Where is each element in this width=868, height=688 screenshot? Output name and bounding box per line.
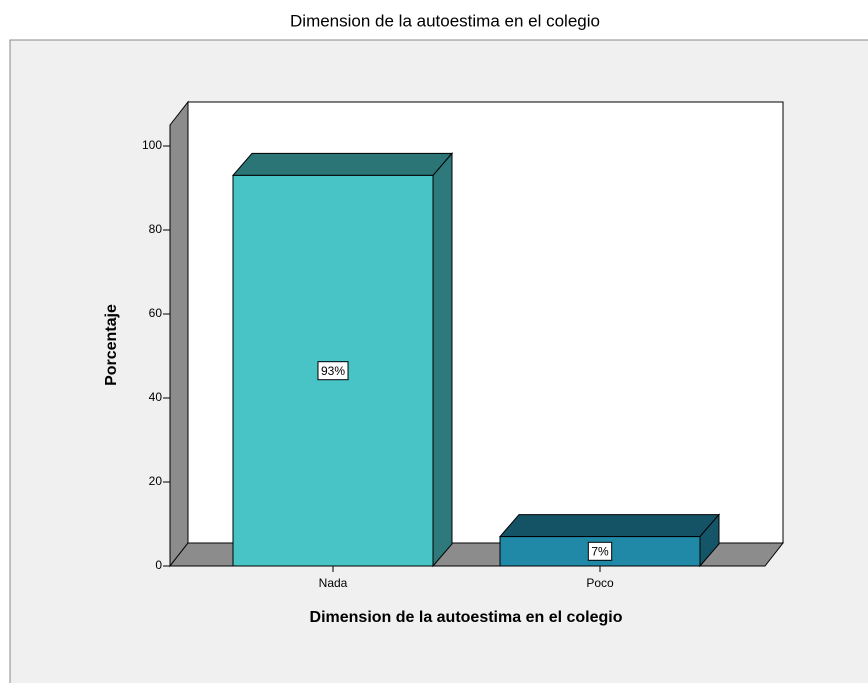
left-wall — [169, 100, 189, 568]
y-tick-label: 20 — [149, 474, 163, 488]
y-tick-label: 100 — [142, 138, 162, 152]
bar-top — [498, 514, 721, 538]
data-label: 7% — [591, 544, 609, 558]
x-axis-label: Dimension de la autoestima en el colegio — [310, 609, 623, 626]
data-label-box — [587, 541, 613, 561]
y-tick-label: 40 — [149, 390, 163, 404]
y-tick-label: 0 — [155, 558, 162, 572]
chart-title: Dimension de la autoestima en el colegio — [290, 11, 600, 30]
data-label-box — [317, 361, 349, 381]
data-label: 93% — [321, 364, 345, 378]
y-axis-label: Porcentaje — [103, 304, 120, 386]
x-tick-label: Poco — [586, 576, 614, 590]
bar-top — [231, 152, 454, 176]
bar-side — [432, 152, 453, 568]
x-tick-label: Nada — [319, 576, 348, 590]
y-tick-label: 60 — [149, 306, 163, 320]
y-tick-label: 80 — [149, 222, 163, 236]
